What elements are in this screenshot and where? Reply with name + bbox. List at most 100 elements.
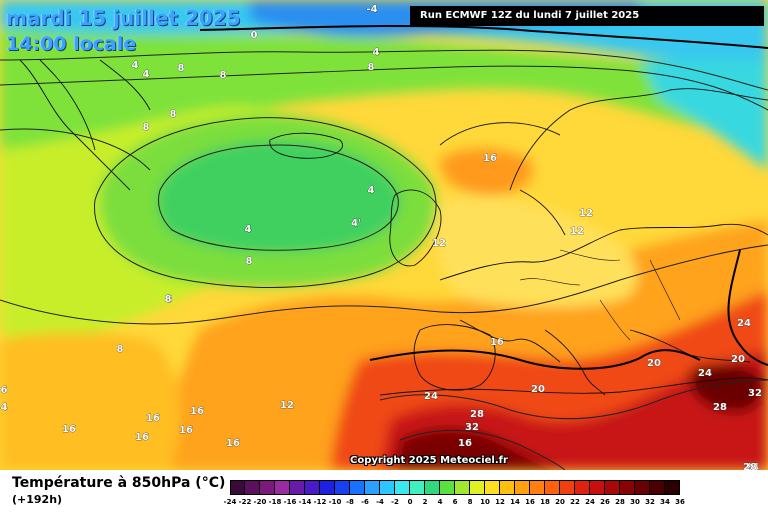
- scale-tick-label: 36: [675, 498, 685, 506]
- isotherm-8-pool: [94, 117, 437, 288]
- contour-label: 16: [458, 438, 472, 449]
- scale-tick-label: 0: [407, 498, 413, 506]
- scale-swatch: [380, 480, 395, 495]
- coast-greece-turkey: [629, 329, 751, 363]
- scale-tick-label: 14: [510, 498, 520, 506]
- scale-tick-label: -18: [268, 498, 282, 506]
- scale-tick-label: 34: [660, 498, 670, 506]
- scale-swatch: [410, 480, 425, 495]
- contour-label: 28: [470, 409, 484, 420]
- coast-scandinavia: [509, 88, 768, 236]
- scale-swatch: [260, 480, 275, 495]
- isotherm-28: [399, 429, 566, 470]
- scale-swatch: [575, 480, 590, 495]
- contour-label: 20: [731, 354, 745, 365]
- color-scale-ticks: -24 -22 -20 -18 -16 -14 -12 -10 -8 -6 -4 -2 0 2 4 6 8 10 1…: [224, 498, 701, 510]
- scale-tick-label: -14: [298, 498, 312, 506]
- isotherm-4: [0, 49, 768, 91]
- color-scale: [230, 480, 680, 495]
- scale-swatch: [350, 480, 365, 495]
- contour-label: 8: [170, 109, 177, 120]
- contour-label: 4: [1, 402, 8, 413]
- scale-swatch: [335, 480, 350, 495]
- contour-label: 24: [424, 391, 438, 402]
- scale-swatch: [500, 480, 515, 495]
- scale-tick-label: 26: [600, 498, 610, 506]
- scale-swatch: [425, 480, 440, 495]
- coast-greenland: [19, 59, 151, 191]
- scale-swatch: [230, 480, 245, 495]
- scale-tick-label: 18: [540, 498, 550, 506]
- cold-pool-inner: [157, 140, 401, 253]
- contour-label: 20: [647, 358, 661, 369]
- contour-label: 4': [351, 218, 361, 229]
- scale-swatch: [485, 480, 500, 495]
- run-info: Run ECMWF 12Z du lundi 7 juillet 2025: [410, 6, 764, 26]
- lead-time: (+192h): [12, 493, 63, 506]
- band-darkest-red: [395, 428, 560, 470]
- scale-tick-label: 20: [555, 498, 565, 506]
- scale-tick-label: 8: [467, 498, 473, 506]
- scale-swatch: [515, 480, 530, 495]
- scale-tick-label: -8: [346, 498, 354, 506]
- scale-swatch: [245, 480, 260, 495]
- coast-iceland: [269, 132, 343, 159]
- scale-tick-label: 28: [615, 498, 625, 506]
- scale-tick-label: 4: [437, 498, 443, 506]
- contour-label: 12: [280, 400, 294, 411]
- contour-label: 16: [226, 438, 240, 449]
- scale-tick-label: -16: [283, 498, 297, 506]
- scale-tick-label: 10: [480, 498, 490, 506]
- band-yellow-europe: [436, 196, 638, 308]
- scale-tick-label: -24: [223, 498, 237, 506]
- scale-swatch: [470, 480, 485, 495]
- isotherm-20-east: [727, 249, 768, 366]
- scale-tick-label: -6: [361, 498, 369, 506]
- scale-tick-label: 2: [422, 498, 428, 506]
- scale-tick-label: 16: [525, 498, 535, 506]
- contour-label: 16: [179, 425, 193, 436]
- coastlines: [19, 59, 768, 396]
- scale-tick-label: -20: [253, 498, 267, 506]
- contour-label: 28: [713, 402, 727, 413]
- contour-label: 4: [373, 47, 380, 58]
- scale-swatch: [545, 480, 560, 495]
- scale-swatch: [395, 480, 410, 495]
- border-lines: [519, 249, 681, 341]
- isotherm-20: [369, 349, 701, 370]
- field-title: Température à 850hPa (°C): [12, 475, 226, 491]
- temperature-field: [0, 0, 768, 470]
- scale-tick-label: -4: [376, 498, 384, 506]
- band-nw-green: [0, 28, 768, 170]
- contour-label: 16: [135, 432, 149, 443]
- scale-swatch: [560, 480, 575, 495]
- contour-label: 32: [465, 422, 479, 433]
- scale-swatch: [305, 480, 320, 495]
- coast-iberia: [413, 324, 496, 391]
- scale-tick-label: 30: [630, 498, 640, 506]
- contour-label: 28: [743, 462, 757, 470]
- copyright: Copyright 2025 Meteociel.fr: [350, 455, 508, 466]
- band-light-orange: [0, 332, 181, 470]
- scale-swatch: [605, 480, 620, 495]
- coast-north-africa: [379, 377, 768, 396]
- scale-swatch: [320, 480, 335, 495]
- scale-swatch: [530, 480, 545, 495]
- band-ne-cyan: [640, 60, 768, 170]
- scale-swatch: [365, 480, 380, 495]
- scale-swatch: [590, 480, 605, 495]
- scale-swatch: [275, 480, 290, 495]
- scale-swatch: [650, 480, 665, 495]
- contour-label: 16: [146, 413, 160, 424]
- isotherm-8-north: [0, 65, 768, 111]
- scale-tick-label: 6: [452, 498, 458, 506]
- contour-label: 8: [368, 62, 375, 73]
- scale-swatch: [665, 480, 680, 495]
- contour-label: 8: [143, 122, 150, 133]
- contour-label: 0: [251, 30, 258, 41]
- isotherm-0: [199, 24, 768, 49]
- contour-label: 24: [745, 462, 759, 470]
